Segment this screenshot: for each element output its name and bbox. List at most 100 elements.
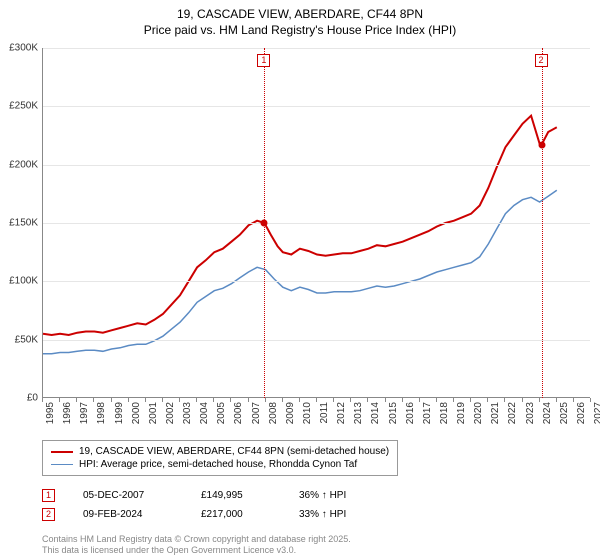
gridline [43, 48, 590, 49]
transaction-date: 09-FEB-2024 [83, 509, 173, 520]
legend-row: 19, CASCADE VIEW, ABERDARE, CF44 8PN (se… [51, 445, 389, 458]
x-tick [539, 398, 540, 402]
x-axis-label: 2007 [251, 402, 262, 424]
x-tick [111, 398, 112, 402]
x-tick [522, 398, 523, 402]
x-tick [573, 398, 574, 402]
x-tick [93, 398, 94, 402]
y-axis-label: £250K [9, 101, 38, 112]
chart-area: 12 £0£50K£100K£150K£200K£250K£300K199519… [42, 48, 590, 398]
y-axis-label: £300K [9, 43, 38, 54]
legend-swatch [51, 451, 73, 453]
x-tick [248, 398, 249, 402]
x-tick [282, 398, 283, 402]
x-tick [230, 398, 231, 402]
x-axis-label: 2025 [559, 402, 570, 424]
x-tick [333, 398, 334, 402]
x-axis-label: 2009 [285, 402, 296, 424]
x-axis-label: 1996 [62, 402, 73, 424]
x-axis-label: 2026 [576, 402, 587, 424]
x-axis-label: 2021 [490, 402, 501, 424]
x-axis-label: 1997 [79, 402, 90, 424]
x-axis-label: 2002 [165, 402, 176, 424]
x-axis-label: 2010 [302, 402, 313, 424]
x-tick [42, 398, 43, 402]
x-tick [76, 398, 77, 402]
x-axis-label: 2019 [456, 402, 467, 424]
transaction-price: £149,995 [201, 490, 271, 501]
x-axis-label: 1999 [114, 402, 125, 424]
transaction-price: £217,000 [201, 509, 271, 520]
x-tick [470, 398, 471, 402]
x-axis-label: 1995 [45, 402, 56, 424]
x-axis-label: 2027 [593, 402, 600, 424]
transaction-marker: 1 [42, 489, 55, 502]
copyright-line1: Contains HM Land Registry data © Crown c… [42, 534, 351, 545]
legend-label: 19, CASCADE VIEW, ABERDARE, CF44 8PN (se… [79, 446, 389, 457]
x-tick [145, 398, 146, 402]
marker-box: 2 [535, 54, 548, 67]
transaction-row: 2 09-FEB-2024 £217,000 33% ↑ HPI [42, 505, 346, 524]
marker-dot [261, 220, 268, 227]
y-axis-label: £200K [9, 159, 38, 170]
x-tick [128, 398, 129, 402]
x-tick [436, 398, 437, 402]
legend: 19, CASCADE VIEW, ABERDARE, CF44 8PN (se… [42, 440, 398, 476]
marker-vline [542, 48, 543, 398]
x-axis-label: 2020 [473, 402, 484, 424]
x-axis-label: 2014 [370, 402, 381, 424]
y-axis-label: £0 [27, 393, 38, 404]
series-hpi [43, 190, 557, 353]
chart-title: 19, CASCADE VIEW, ABERDARE, CF44 8PN Pri… [0, 0, 600, 38]
x-axis-label: 1998 [96, 402, 107, 424]
x-tick [299, 398, 300, 402]
x-axis-label: 2022 [507, 402, 518, 424]
x-tick [453, 398, 454, 402]
x-axis-label: 2003 [182, 402, 193, 424]
title-line2: Price paid vs. HM Land Registry's House … [0, 22, 600, 38]
transaction-date: 05-DEC-2007 [83, 490, 173, 501]
transaction-marker: 2 [42, 508, 55, 521]
x-tick [265, 398, 266, 402]
copyright-notice: Contains HM Land Registry data © Crown c… [42, 534, 351, 556]
x-tick [179, 398, 180, 402]
x-axis-label: 2018 [439, 402, 450, 424]
legend-label: HPI: Average price, semi-detached house,… [79, 459, 357, 470]
y-axis-label: £50K [15, 334, 38, 345]
x-axis-label: 2000 [131, 402, 142, 424]
transaction-delta: 33% ↑ HPI [299, 509, 346, 520]
x-axis-label: 2005 [216, 402, 227, 424]
x-axis-label: 2004 [199, 402, 210, 424]
x-axis-label: 2011 [319, 402, 330, 424]
x-axis-label: 2012 [336, 402, 347, 424]
gridline [43, 223, 590, 224]
series-property [43, 116, 557, 335]
x-axis-label: 2015 [388, 402, 399, 424]
x-tick [402, 398, 403, 402]
marker-box: 1 [257, 54, 270, 67]
x-tick [556, 398, 557, 402]
legend-row: HPI: Average price, semi-detached house,… [51, 458, 389, 471]
x-tick [367, 398, 368, 402]
x-tick [590, 398, 591, 402]
gridline [43, 106, 590, 107]
x-axis-label: 2008 [268, 402, 279, 424]
x-axis-label: 2001 [148, 402, 159, 424]
plot-region: 12 [42, 48, 590, 398]
marker-dot [538, 141, 545, 148]
x-tick [196, 398, 197, 402]
x-axis-label: 2006 [233, 402, 244, 424]
transaction-row: 1 05-DEC-2007 £149,995 36% ↑ HPI [42, 486, 346, 505]
legend-swatch [51, 464, 73, 465]
x-axis-label: 2017 [422, 402, 433, 424]
x-tick [213, 398, 214, 402]
transaction-delta: 36% ↑ HPI [299, 490, 346, 501]
copyright-line2: This data is licensed under the Open Gov… [42, 545, 351, 556]
gridline [43, 340, 590, 341]
gridline [43, 165, 590, 166]
x-tick [316, 398, 317, 402]
gridline [43, 281, 590, 282]
x-axis-label: 2023 [525, 402, 536, 424]
x-tick [385, 398, 386, 402]
y-axis-label: £150K [9, 218, 38, 229]
